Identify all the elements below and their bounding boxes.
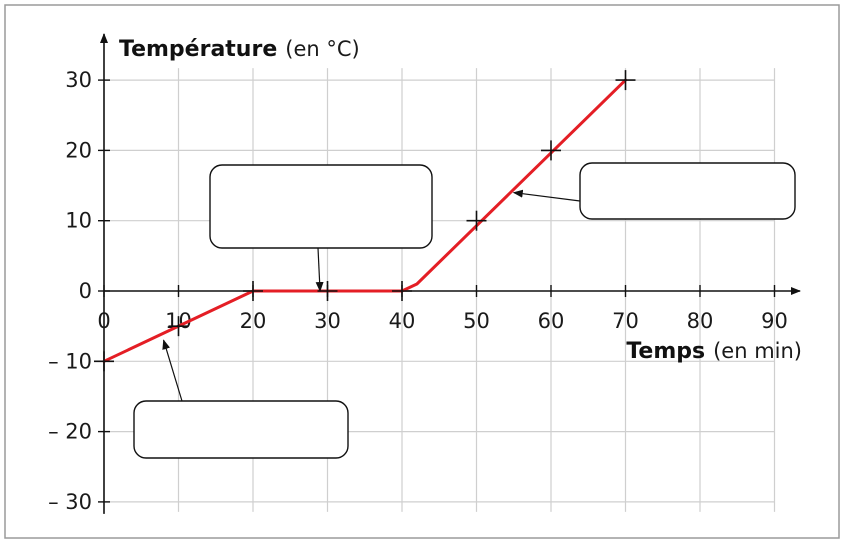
axes: [98, 33, 801, 514]
x-tick-label-0: 0: [97, 309, 110, 333]
y-tick-label-10: 10: [65, 209, 92, 233]
data-markers: [94, 70, 636, 372]
x-tick-label-70: 70: [612, 309, 639, 333]
data-marker-40: [392, 281, 412, 301]
x-axis-label: Temps: [626, 339, 705, 364]
y-axis-label: Température: [119, 37, 277, 62]
annotation-arrow-phase-melting: [315, 247, 324, 292]
data-marker-10: [168, 316, 189, 337]
y-tick-label-0: 0: [79, 279, 92, 303]
annotations: [133, 162, 796, 459]
data-marker-60: [541, 140, 561, 161]
x-tick-label-90: 90: [761, 309, 788, 333]
y-tick-label-20: 20: [65, 138, 92, 162]
y-tick-label--20: – 20: [48, 420, 92, 444]
x-tick-label-80: 80: [687, 309, 714, 333]
x-axis-unit: (en min): [713, 339, 802, 363]
x-tick-label-30: 30: [314, 309, 341, 333]
frame-border: [4, 4, 840, 539]
data-marker-70: [615, 70, 636, 91]
annotation-box-phase-liquid: [579, 162, 796, 220]
data-marker-50: [466, 210, 487, 231]
x-tick-label-50: 50: [463, 309, 490, 333]
data-marker-0: [94, 351, 114, 372]
annotation-box-phase-solid: [133, 400, 349, 459]
x-tick-label-40: 40: [389, 309, 416, 333]
x-axis-title: Temps (en min): [626, 339, 802, 364]
x-tick-label-20: 20: [240, 309, 267, 333]
y-axis-unit: (en °C): [285, 37, 359, 61]
data-marker-20: [243, 281, 263, 301]
x-tick-label-60: 60: [538, 309, 565, 333]
y-axis-title: Température (en °C): [119, 37, 360, 62]
y-tick-label--30: – 30: [48, 490, 92, 514]
annotation-arrow-phase-solid: [162, 339, 183, 402]
annotation-arrow-phase-liquid: [512, 189, 581, 202]
annotation-box-phase-melting: [209, 164, 433, 249]
y-tick-label-30: 30: [65, 68, 92, 92]
y-tick-label--10: – 10: [48, 349, 92, 373]
